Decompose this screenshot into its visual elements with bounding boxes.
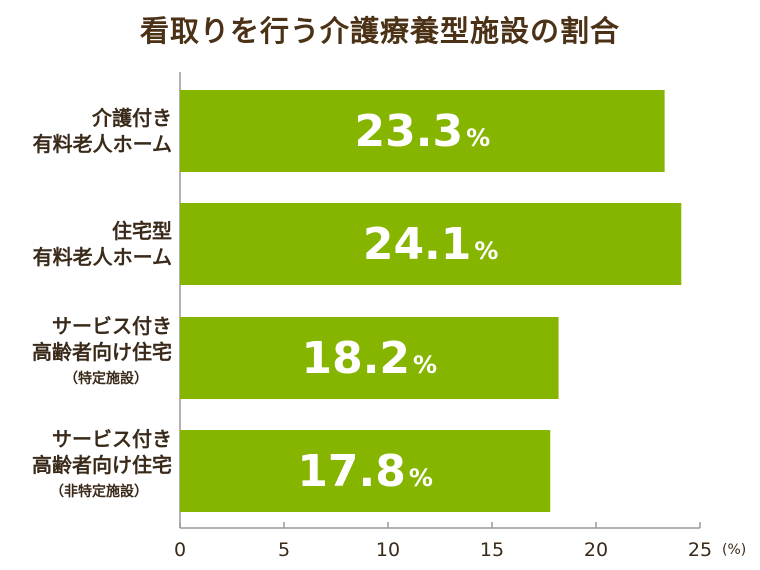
category-label: 介護付き	[91, 106, 172, 130]
bar	[180, 90, 665, 172]
x-tick-label: 20	[584, 539, 608, 561]
category-sub-label: （特定施設）	[64, 370, 148, 387]
x-tick-label: 10	[376, 539, 400, 561]
x-tick-label: 5	[278, 539, 290, 561]
category-label: サービス付き	[52, 427, 172, 451]
category-sub-label: （非特定施設）	[50, 483, 148, 500]
bar	[180, 203, 682, 285]
x-tick-label: 15	[480, 539, 504, 561]
bar-value-label: 17.8%	[297, 446, 433, 497]
category-label: 住宅型	[112, 219, 172, 243]
bar-value-label: 18.2%	[301, 333, 437, 384]
bar-value-number: 23.3	[355, 106, 464, 157]
bar-value-label: 23.3%	[355, 106, 491, 157]
bar-value-label: 24.1%	[363, 219, 499, 270]
bar	[180, 430, 551, 512]
category-label: 高齢者向け住宅	[32, 340, 172, 364]
category-label: サービス付き	[52, 314, 172, 338]
category-label: 高齢者向け住宅	[32, 453, 172, 477]
bar-value-suffix: %	[466, 124, 490, 152]
bar-value-suffix: %	[409, 464, 433, 492]
category-label: 有料老人ホーム	[33, 245, 172, 269]
x-unit-label: (%)	[722, 542, 746, 558]
category-label: 有料老人ホーム	[33, 132, 172, 156]
bar-value-suffix: %	[413, 351, 437, 379]
x-tick-label: 25	[688, 539, 712, 561]
bar-value-number: 24.1	[363, 219, 472, 270]
bar-value-suffix: %	[474, 237, 498, 265]
x-tick-label: 0	[174, 539, 186, 561]
bar	[180, 317, 559, 399]
chart-title: 看取りを行う介護療養型施設の割合	[139, 14, 620, 48]
bar-value-number: 18.2	[301, 333, 410, 384]
bar-value-number: 17.8	[297, 446, 406, 497]
